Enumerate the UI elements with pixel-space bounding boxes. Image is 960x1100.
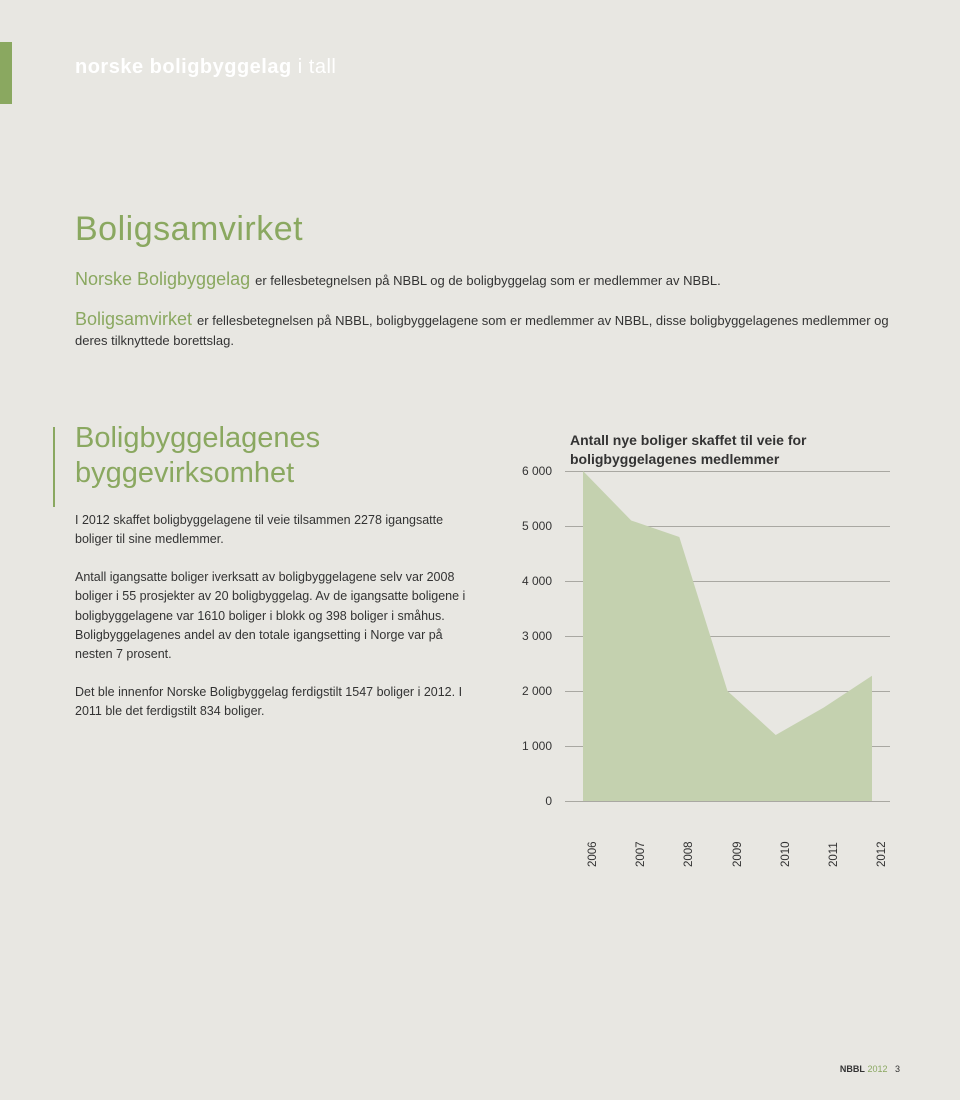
y-tick-label: 3 000 <box>522 629 552 643</box>
grid-line <box>565 801 890 802</box>
accent-bar <box>0 42 12 104</box>
y-tick-label: 4 000 <box>522 574 552 588</box>
footer-page: 3 <box>895 1064 900 1074</box>
term-1: Norske Boligbyggelag <box>75 269 255 289</box>
chart-area-fill <box>565 471 890 801</box>
two-column-layout: Boligbyggelagenes byggevirksomhet I 2012… <box>75 421 900 851</box>
footer-brand: NBBL <box>840 1064 865 1074</box>
section-heading: Boligbyggelagenes byggevirksomhet <box>75 421 480 491</box>
y-tick-label: 5 000 <box>522 519 552 533</box>
chart-title: Antall nye boliger skaffet til veie for … <box>570 431 850 469</box>
page-content: Boligsamvirket Norske Boligbyggelag er f… <box>75 210 900 851</box>
paragraph-1: I 2012 skaffet boligbyggelagene til veie… <box>75 511 480 550</box>
y-tick-label: 0 <box>545 794 552 808</box>
term-2: Boligsamvirket <box>75 309 197 329</box>
footer-year: 2012 <box>867 1064 887 1074</box>
x-tick-label: 2009 <box>732 842 744 868</box>
area-chart: Antall nye boliger skaffet til veie for … <box>510 421 900 851</box>
right-column: Antall nye boliger skaffet til veie for … <box>510 421 900 851</box>
x-tick-label: 2010 <box>780 842 792 868</box>
desc-1: er fellesbetegnelsen på NBBL og de bolig… <box>255 273 721 288</box>
x-tick-label: 2011 <box>828 843 840 868</box>
desc-2: er fellesbetegnelsen på NBBL, boligbygge… <box>75 313 889 348</box>
paragraph-3: Det ble innenfor Norske Boligbyggelag fe… <box>75 683 480 722</box>
sub-heading-line2: byggevirksomhet <box>75 456 480 491</box>
chart-y-axis: 6 0005 0004 0003 0002 0001 0000 <box>510 471 560 801</box>
chart-plot-area <box>565 471 890 801</box>
page-header: norske boligbyggelag i tall <box>75 56 336 79</box>
paragraph-2: Antall igangsatte boliger iverksatt av b… <box>75 568 480 665</box>
y-tick-label: 6 000 <box>522 464 552 478</box>
header-light: i tall <box>292 56 337 78</box>
section-accent-bar <box>53 427 55 507</box>
y-tick-label: 2 000 <box>522 684 552 698</box>
definition-1: Norske Boligbyggelag er fellesbetegnelse… <box>75 269 900 291</box>
left-column: Boligbyggelagenes byggevirksomhet I 2012… <box>75 421 480 851</box>
main-heading: Boligsamvirket <box>75 210 900 249</box>
page-footer: NBBL 2012 3 <box>840 1064 900 1074</box>
header-bold: norske boligbyggelag <box>75 56 292 78</box>
x-tick-label: 2006 <box>587 842 599 868</box>
y-tick-label: 1 000 <box>522 739 552 753</box>
x-tick-label: 2012 <box>876 842 888 868</box>
chart-x-axis: 2006200720082009201020112012 <box>565 809 890 849</box>
x-tick-label: 2008 <box>683 842 695 868</box>
definition-2: Boligsamvirket er fellesbetegnelsen på N… <box>75 309 900 351</box>
x-tick-label: 2007 <box>635 842 647 868</box>
sub-heading-line1: Boligbyggelagenes <box>75 421 480 456</box>
